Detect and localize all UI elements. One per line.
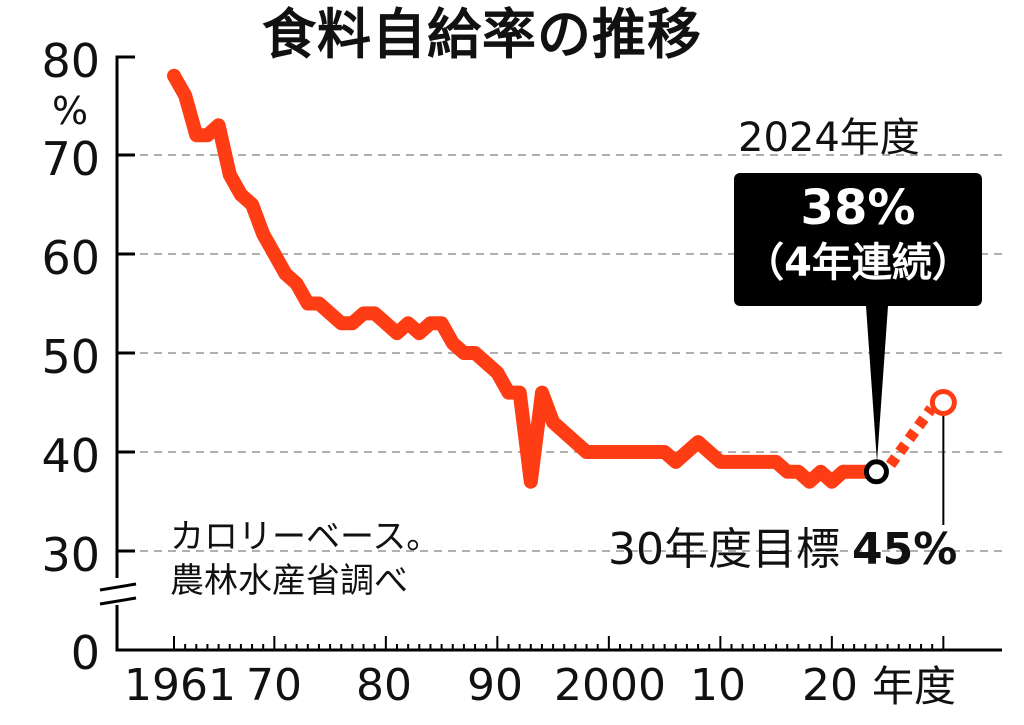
y-tick-70: 70: [41, 132, 100, 186]
callout-subtext: （4年連続）: [744, 240, 972, 286]
x-tick-2020: 20: [802, 660, 858, 711]
axis-break: [99, 582, 137, 592]
x-tick-2010: 10: [690, 660, 746, 711]
y-tick-0: 0: [70, 626, 100, 680]
x-tick-2000: 2000: [554, 660, 666, 711]
note-source: 農林水産省調べ: [170, 561, 408, 601]
y-tick-60: 60: [41, 231, 100, 285]
target-marker: [929, 389, 957, 416]
axes: [99, 55, 1002, 652]
y-tick-30: 30: [41, 528, 100, 582]
callout-value: 38%: [800, 180, 916, 236]
self-sufficiency-line: [167, 68, 884, 489]
source-note: カロリーベース。 農林水産省調べ: [170, 515, 440, 603]
x-tick-1970: 70: [246, 660, 302, 711]
target-value: 45%: [852, 524, 958, 575]
x-unit-label: 年度: [872, 662, 957, 711]
x-tick-1961: 1961: [124, 660, 236, 711]
callout-pointer: [866, 306, 888, 462]
chart-title: 食料自給率の推移: [262, 3, 702, 66]
y-unit-label: %: [52, 89, 89, 133]
x-tick-1990: 90: [467, 660, 523, 711]
y-tick-80: 80: [41, 34, 100, 88]
callout-box: 38% （4年連続）: [734, 173, 982, 306]
target-annotation: 30年度目標 45%: [608, 528, 957, 572]
target-label: 30年度目標: [608, 524, 840, 575]
current-value-marker: [863, 459, 889, 485]
note-basis: カロリーベース。: [170, 517, 441, 557]
target-dashed-line: [886, 405, 936, 469]
data-series: [167, 68, 957, 525]
callout-year: 2024年度: [738, 115, 920, 161]
y-tick-40: 40: [41, 429, 100, 483]
y-tick-50: 50: [41, 330, 100, 384]
x-tick-1980: 80: [356, 660, 412, 711]
